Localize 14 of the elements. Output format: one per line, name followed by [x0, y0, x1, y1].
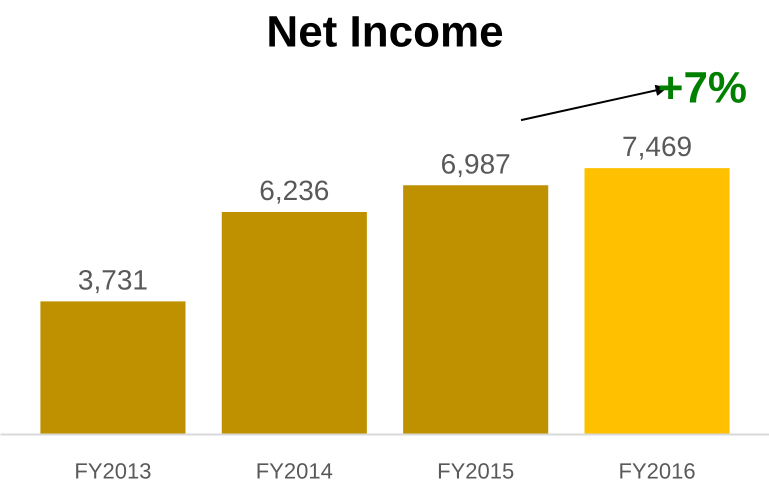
x-tick-label: FY2016 — [618, 458, 696, 484]
data-label: 7,469 — [622, 131, 692, 162]
x-tick-label: FY2014 — [256, 458, 333, 484]
data-label: 3,731 — [78, 264, 148, 296]
bar — [222, 212, 367, 434]
bar — [40, 301, 186, 434]
data-label: 6,236 — [259, 175, 330, 206]
bar — [403, 185, 548, 434]
text: +7% — [658, 64, 748, 113]
x-tick-label: FY2015 — [437, 458, 514, 484]
bar — [584, 168, 730, 434]
chart-title: Net Income — [266, 8, 504, 56]
x-tick-label: FY2013 — [74, 458, 152, 484]
data-label: 6,987 — [440, 148, 511, 180]
